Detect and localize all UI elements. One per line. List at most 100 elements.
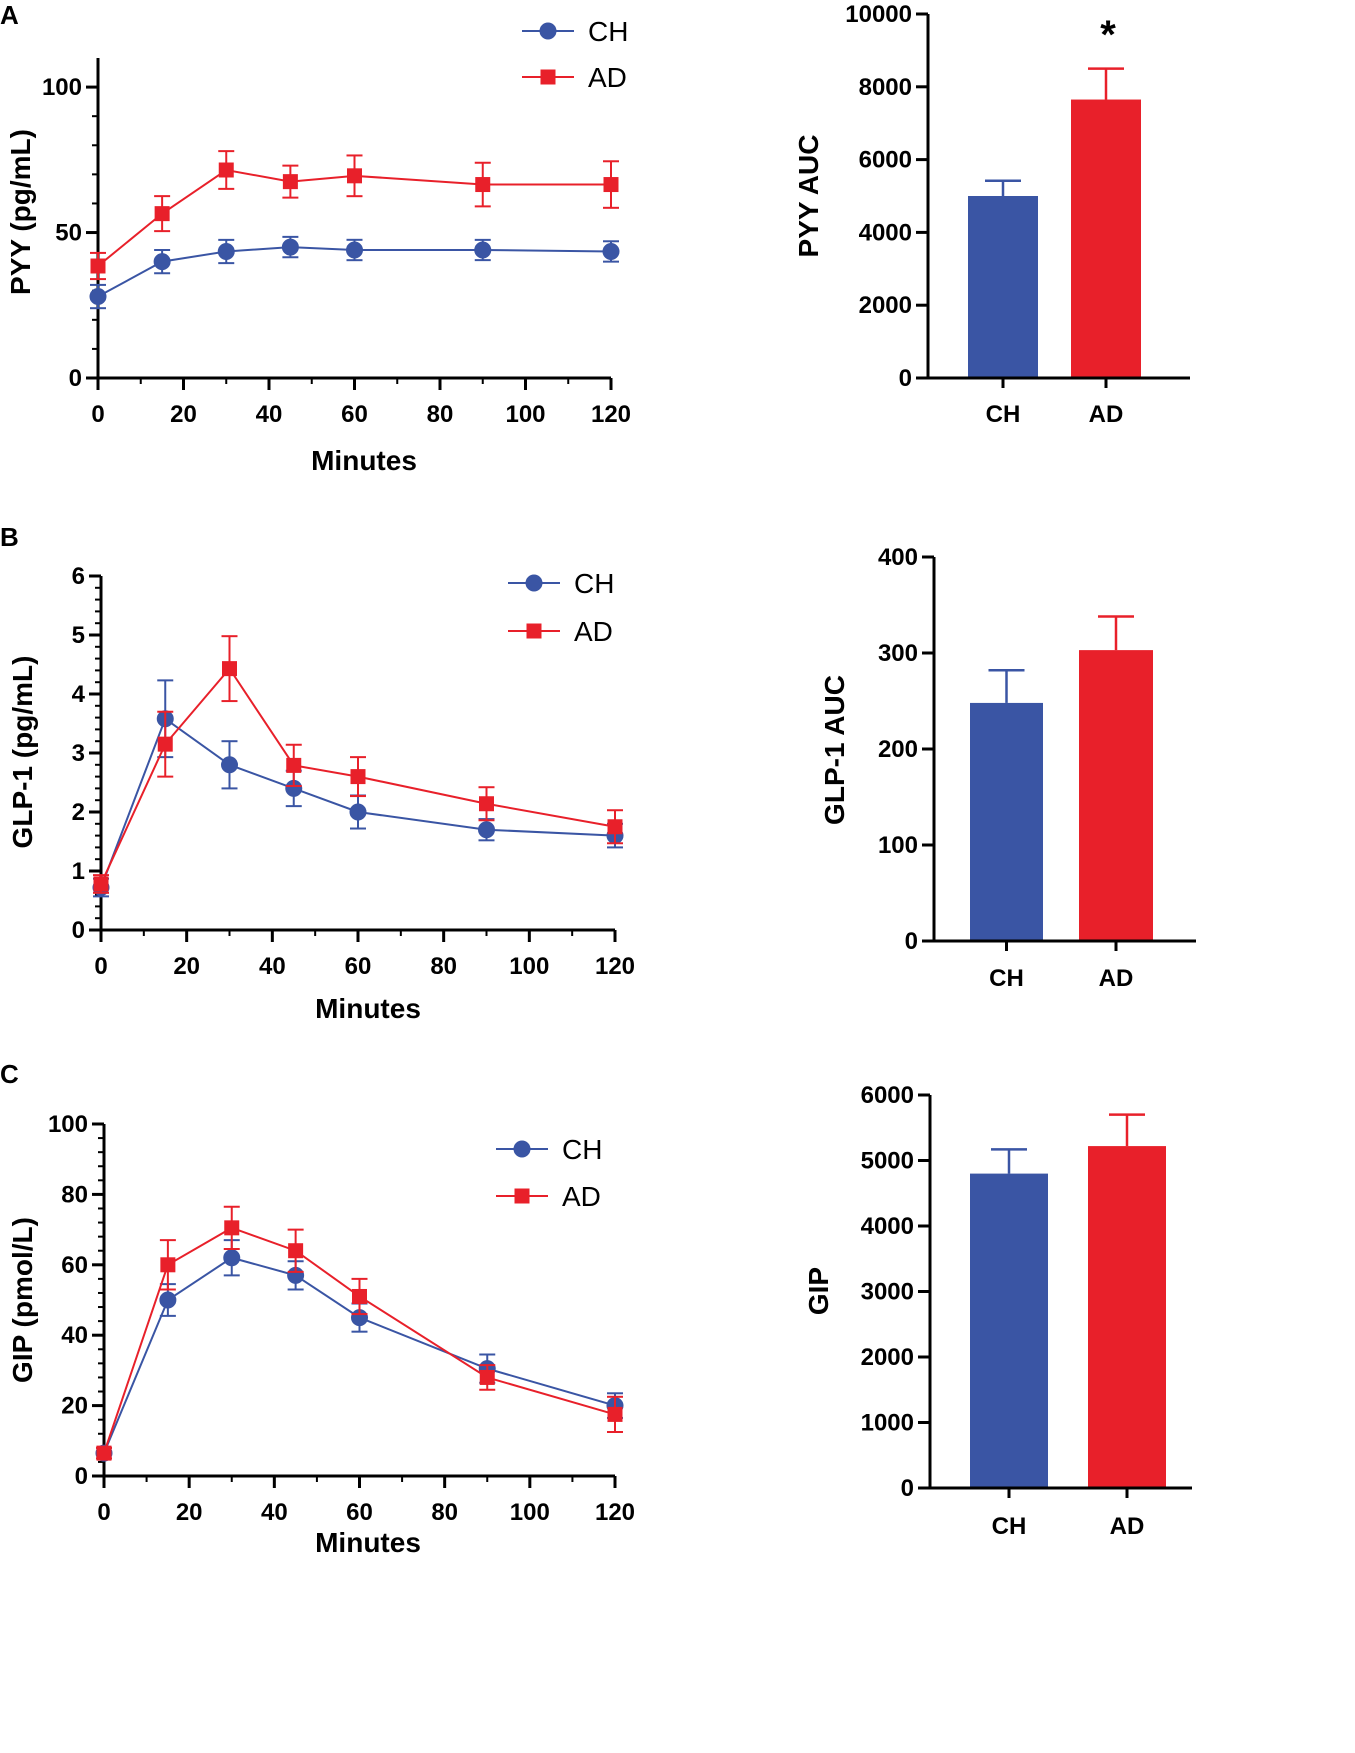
x-tick-label: 100: [505, 401, 545, 428]
x-tick-label: 0: [91, 401, 104, 428]
legend-item-ch: CH: [522, 16, 628, 47]
series-ad: [96, 1205, 623, 1461]
data-point: [607, 819, 623, 835]
category-label: AD: [1099, 965, 1134, 992]
y-tick-label: 0: [72, 917, 85, 944]
data-point: [160, 1257, 176, 1273]
bar-ad: [1079, 650, 1153, 941]
series-ch: [95, 1239, 624, 1462]
panel-c-bar-chart: CH AD 0 1000 2000 3000 4000 5000 6000 GIP: [803, 1082, 1192, 1540]
data-point: [281, 238, 299, 256]
y-axis-title: PYY (pg/mL): [5, 129, 36, 295]
x-tick-label: 40: [261, 1499, 288, 1526]
y-tick-label: 10000: [845, 1, 912, 28]
x-axis-title: Minutes: [315, 1527, 421, 1558]
legend-label: CH: [562, 1134, 602, 1165]
y-tick-label: 2: [72, 799, 85, 826]
y-axis-title: GLP-1 AUC: [819, 675, 850, 825]
data-point: [286, 757, 302, 773]
panel-b-bar-chart: CH AD 0 100 200 300 400 GLP-1 AUC: [819, 544, 1196, 992]
y-tick-label: 50: [55, 220, 82, 247]
series-ch: [89, 235, 620, 310]
y-tick-label: 4000: [861, 1213, 914, 1240]
data-point: [347, 168, 362, 184]
x-axis-title: Minutes: [311, 445, 417, 476]
y-tick-label: 0: [69, 365, 82, 392]
panel-label: B: [0, 522, 19, 552]
y-tick-label: 0: [899, 365, 912, 392]
legend-marker: [513, 1140, 531, 1158]
panel-label: A: [0, 0, 19, 30]
y-tick-label: 100: [878, 832, 918, 859]
y-tick-label: 40: [61, 1322, 88, 1349]
significance-asterisk: *: [1100, 13, 1116, 57]
legend-marker: [539, 22, 557, 40]
data-point: [478, 821, 495, 839]
series-line: [103, 1226, 616, 1454]
x-tick-label: 120: [595, 1499, 635, 1526]
category-label: CH: [986, 401, 1021, 428]
y-axis-title: GIP (pmol/L): [7, 1217, 38, 1383]
category-label: AD: [1110, 1513, 1145, 1540]
data-point: [89, 288, 107, 306]
x-tick-label: 40: [259, 953, 286, 980]
data-point: [222, 661, 237, 677]
y-tick-label: 0: [905, 928, 918, 955]
y-tick-label: 5000: [861, 1148, 914, 1175]
x-tick-label: 80: [427, 401, 454, 428]
y-tick-label: 0: [75, 1463, 88, 1490]
y-tick-label: 6000: [861, 1082, 914, 1109]
y-axis-title: GIP: [803, 1267, 834, 1315]
bar-ad: [1071, 99, 1141, 378]
x-tick-label: 20: [176, 1499, 203, 1526]
x-tick-label: 60: [345, 953, 372, 980]
data-point: [223, 1249, 241, 1267]
y-axis-title: PYY AUC: [793, 135, 824, 258]
data-point: [346, 241, 363, 259]
x-tick-label: 60: [346, 1499, 373, 1526]
y-tick-label: 0: [901, 1475, 914, 1502]
y-tick-label: 400: [878, 544, 918, 571]
legend-label: AD: [562, 1181, 601, 1212]
legend-item-ad: AD: [496, 1181, 601, 1212]
data-point: [479, 1369, 495, 1385]
data-point: [288, 1243, 304, 1259]
data-point: [224, 1220, 240, 1236]
y-tick-label: 60: [61, 1252, 88, 1279]
data-point: [603, 177, 619, 193]
x-tick-label: 100: [510, 1499, 550, 1526]
data-point: [602, 242, 620, 260]
x-tick-label: 120: [591, 401, 631, 428]
y-tick-label: 80: [61, 1181, 88, 1208]
x-tick-label: 0: [97, 1499, 110, 1526]
x-tick-label: 20: [173, 953, 200, 980]
legend-marker: [514, 1188, 530, 1204]
category-label: CH: [989, 965, 1024, 992]
y-tick-label: 100: [48, 1111, 88, 1138]
data-point: [350, 769, 366, 785]
legend-item-ad: AD: [522, 62, 627, 93]
legend-label: CH: [574, 568, 614, 599]
panel-a-line-chart: A 0 50 100 0 20 40 60 80 100 120 Minutes PYY (pg/mL)…: [0, 0, 631, 476]
data-point: [217, 242, 235, 260]
legend-label: CH: [588, 16, 628, 47]
series-ad: [90, 150, 619, 281]
y-tick-label: 6000: [859, 147, 912, 174]
x-tick-label: 40: [256, 401, 283, 428]
data-point: [218, 162, 234, 178]
data-point: [90, 258, 106, 274]
x-tick-label: 80: [430, 953, 457, 980]
y-tick-label: 300: [878, 640, 918, 667]
y-tick-label: 4000: [859, 219, 912, 246]
bar-ad: [1088, 1146, 1166, 1488]
x-tick-label: 120: [595, 953, 635, 980]
legend-label: AD: [588, 62, 627, 93]
panel-label: C: [0, 1059, 19, 1089]
data-point: [96, 1445, 112, 1461]
legend-item-ch: CH: [496, 1134, 602, 1165]
data-point: [93, 876, 109, 892]
legend-marker: [540, 69, 556, 85]
panel-c-line-chart: C 0 20 40 60 80 100 0 20 40 60 80 100 120 Minutes GIP (…: [0, 1059, 635, 1558]
